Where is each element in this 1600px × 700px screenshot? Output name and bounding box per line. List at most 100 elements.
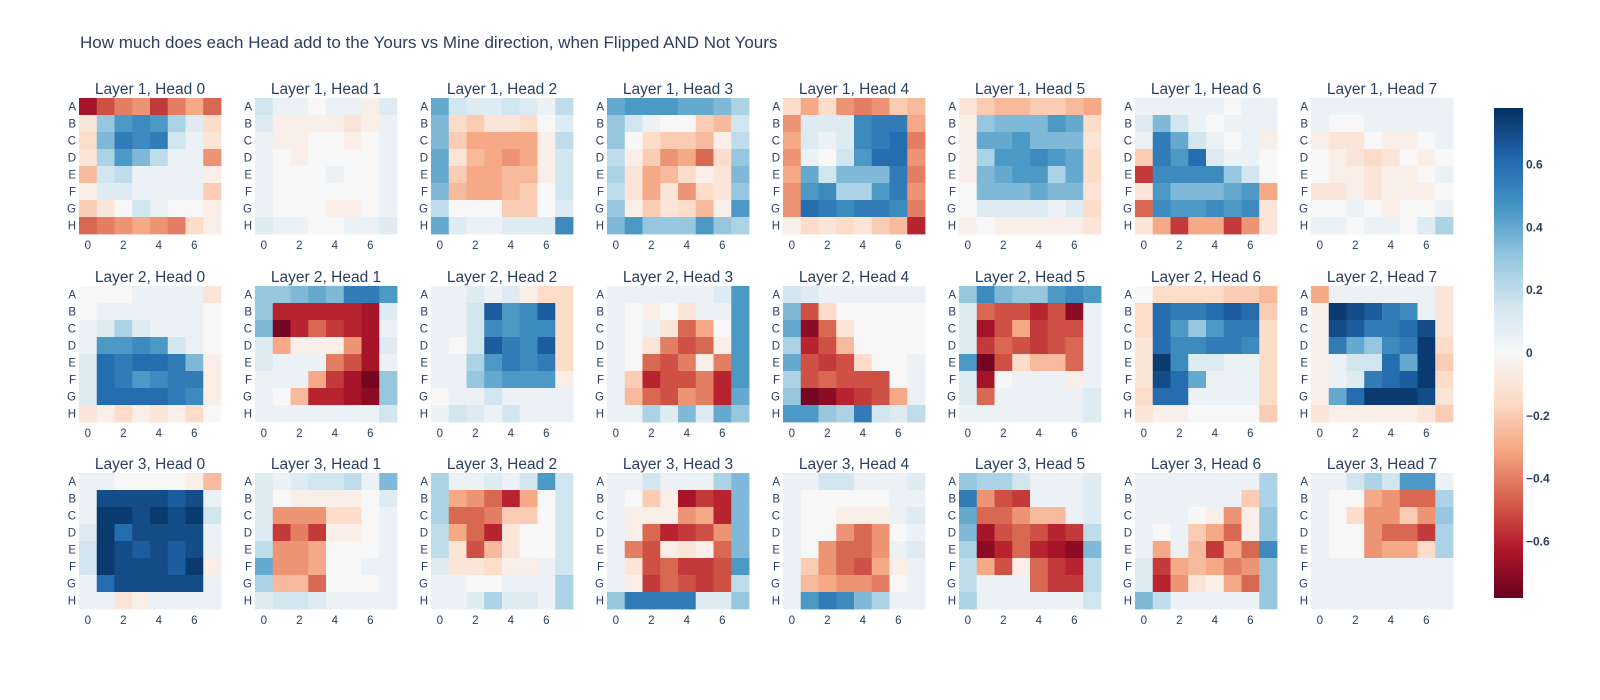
heatmap-cell [361,371,380,389]
heatmap-cell [731,183,750,201]
heatmap-cell [431,507,450,525]
heatmap-cell [1241,303,1260,321]
heatmap-cell [1417,149,1436,167]
heatmap-cell [1152,183,1171,201]
heatmap-cell [185,337,204,355]
heatmap-cell [537,473,556,491]
heatmap-cell [326,183,345,201]
heatmap-cell [800,200,819,218]
heatmap-cell [308,132,327,150]
heatmap-cell [1311,132,1330,150]
heatmap-cell [871,320,890,338]
heatmap-cell [1399,388,1418,406]
heatmap-cell [1152,490,1171,508]
x-tick-label: 2 [1176,428,1182,440]
x-tick-label: 6 [1423,240,1429,252]
heatmap-cell [660,320,679,338]
heatmap-cell [695,541,714,559]
heatmap-cell [1223,200,1242,218]
y-tick-label: F [949,562,956,574]
heatmap-cell [836,303,855,321]
heatmap-cell [660,524,679,542]
heatmap-cell [607,507,626,525]
heatmap-cell [907,575,926,593]
heatmap-cell [800,558,819,576]
y-tick-label: F [245,375,252,387]
heatmap-cell [1346,575,1365,593]
heatmap-cell [379,354,398,372]
heatmap-cell [519,149,538,167]
heatmap-cell [1259,217,1278,235]
x-tick-label: 2 [824,615,830,627]
heatmap-cell [96,115,115,133]
heatmap-cell [1083,286,1102,304]
heatmap-cell [484,575,503,593]
panel-title: Layer 1, Head 1 [271,81,381,98]
heatmap-cell [1259,388,1278,406]
heatmap-cell [818,473,837,491]
heatmap-cell [1047,183,1066,201]
heatmap-cell [660,166,679,184]
heatmap-cell [1223,320,1242,338]
heatmap-cell [255,286,274,304]
heatmap-cell [1152,320,1171,338]
y-tick-label: D [420,341,428,353]
panel-title: Layer 2, Head 3 [623,269,733,286]
heatmap-cell [519,337,538,355]
heatmap-cell [818,388,837,406]
heatmap-cell [203,354,222,372]
heatmap-cell [642,166,661,184]
heatmap-cell [272,473,291,491]
heatmap-cell [889,558,908,576]
heatmap-cell [976,98,995,116]
heatmap-cell [1047,166,1066,184]
heatmap-cell [783,303,802,321]
y-tick-label: D [948,341,956,353]
heatmap-cell [854,286,873,304]
heatmap-cell [1065,490,1084,508]
heatmap-cell [1135,354,1154,372]
heatmap-cell [1012,115,1031,133]
heatmap-cell [555,388,574,406]
heatmap-cell [1399,286,1418,304]
heatmap-cell [624,303,643,321]
heatmap-cell [502,575,521,593]
heatmap-cell [1259,149,1278,167]
heatmap-cell [343,592,362,610]
heatmap-cell [519,405,538,423]
heatmap-cell [96,541,115,559]
heatmap-cell [132,149,151,167]
heatmap-cell [379,490,398,508]
heatmap-cell [502,200,521,218]
heatmap-cell [695,405,714,423]
heatmap-cell [994,149,1013,167]
heatmap-cell [114,115,133,133]
heatmap-cell [1083,337,1102,355]
heatmap-cell [1206,371,1225,389]
heatmap-cell [519,217,538,235]
heatmap-cell [537,166,556,184]
heatmap-cell [818,405,837,423]
heatmap-cell [1012,524,1031,542]
heatmap-cell [660,541,679,559]
heatmap-cell [1241,541,1260,559]
heatmap-cell [695,183,714,201]
heatmap-cell [994,337,1013,355]
heatmap-cell [308,371,327,389]
x-tick-label: 0 [1317,615,1323,627]
heatmap-cell [800,166,819,184]
heatmap-cell [1065,217,1084,235]
y-tick-label: E [1300,170,1308,182]
heatmap-cell [871,303,890,321]
heatmap-cell [1417,541,1436,559]
heatmap-cell [361,200,380,218]
heatmap-cell [1259,354,1278,372]
heatmap-cell [624,507,643,525]
heatmap-cell [537,303,556,321]
y-tick-label: B [948,307,956,319]
heatmap-cell [678,405,697,423]
heatmap-cell [713,149,732,167]
heatmap-cell [555,132,574,150]
heatmap-cell [132,558,151,576]
